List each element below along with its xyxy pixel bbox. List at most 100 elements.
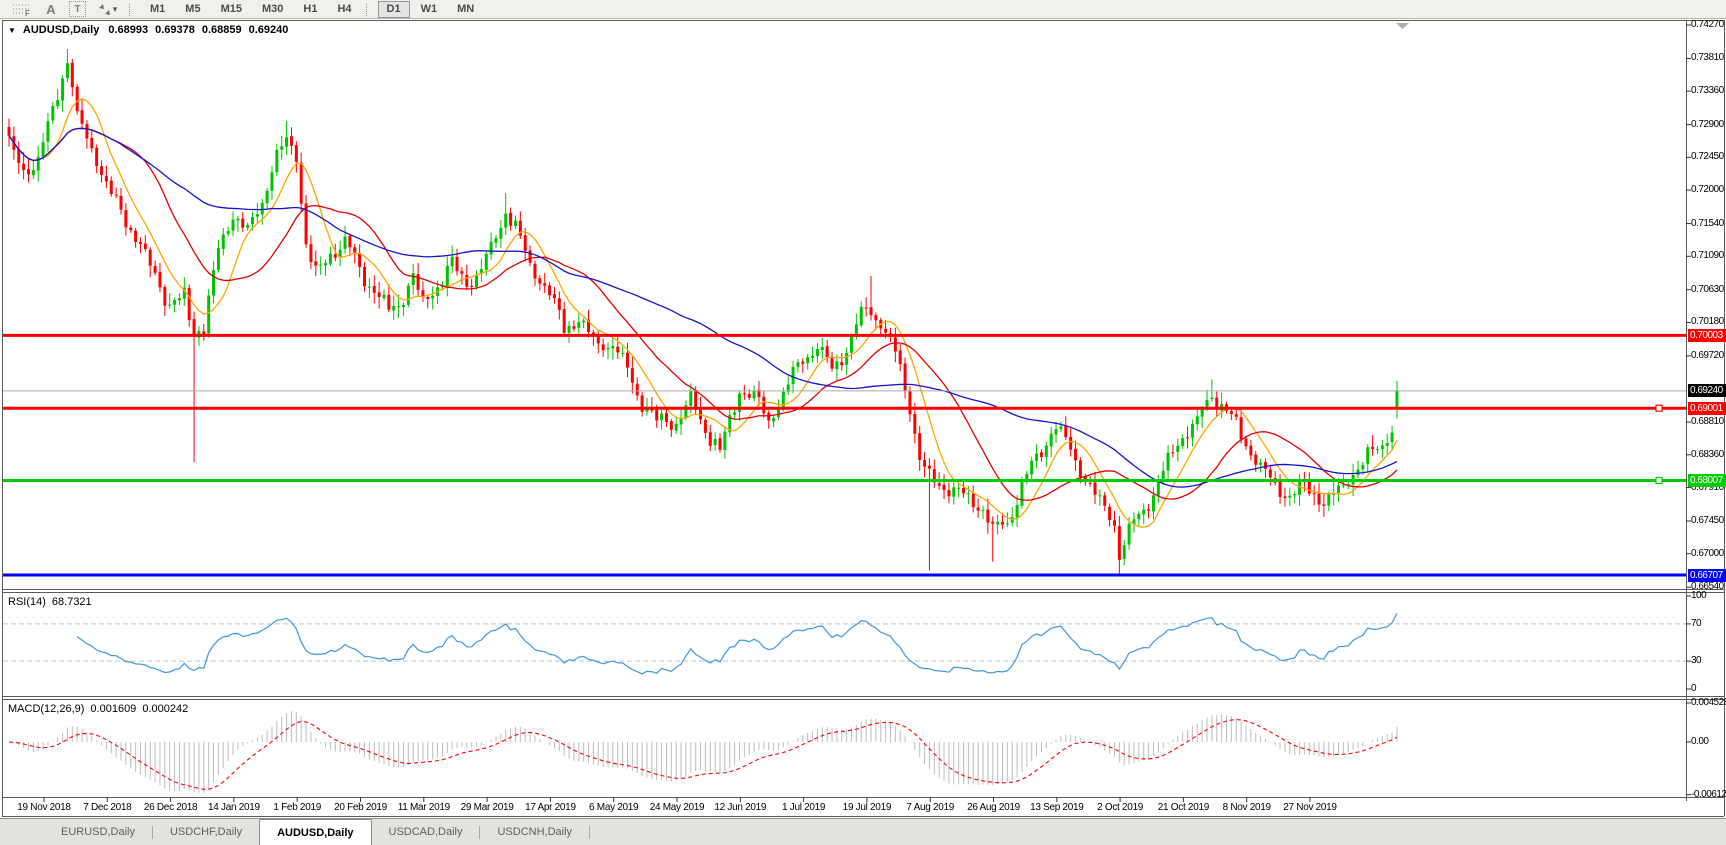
price-tick: 0.73360: [1691, 85, 1724, 97]
rsi-tick: 100: [1691, 590, 1707, 601]
price-badge-support-blue: 0.66707: [1688, 568, 1726, 582]
svg-text:F: F: [25, 9, 30, 16]
collapse-ohlc-icon[interactable]: ▼: [8, 25, 16, 35]
chart-tab-bar: EURUSD,Daily USDCHF,Daily AUDUSD,Daily USDC…: [0, 818, 1726, 845]
date-tick: 21 Oct 2019: [1157, 802, 1209, 813]
date-tick: 6 May 2019: [589, 802, 639, 813]
tab-usdcnh[interactable]: USDCNH,Daily: [497, 826, 573, 838]
arrows-icon[interactable]: ▾: [92, 1, 122, 17]
rsi-name: RSI(14): [8, 596, 46, 608]
date-tick: 11 Mar 2019: [397, 802, 450, 813]
macd-tick: 0.00: [1691, 736, 1709, 747]
date-tick: 27 Nov 2019: [1283, 802, 1337, 813]
tab-usdchf[interactable]: USDCHF,Daily: [169, 826, 243, 838]
macd-label: MACD(12,26,9) 0.001609 0.000242: [8, 703, 188, 715]
price-badge-support-green: 0.68007: [1688, 473, 1726, 487]
date-tick: 7 Dec 2018: [83, 802, 132, 813]
rsi-line: [76, 613, 1398, 675]
text-label-icon[interactable]: A: [46, 1, 56, 17]
price-tick: 0.72900: [1691, 118, 1724, 130]
macd-histogram: [8, 711, 1398, 793]
moving-averages: [8, 98, 1398, 528]
rsi-tick: 70: [1691, 617, 1702, 629]
date-tick: 19 Jul 2019: [842, 802, 892, 813]
price-tick: 0.67910: [1691, 481, 1724, 493]
timeframe-w1-button[interactable]: W1: [420, 2, 438, 15]
price-tick: 0.67000: [1691, 547, 1724, 559]
date-tick: 14 Jan 2019: [208, 802, 260, 813]
toolbar-grip: [129, 2, 134, 16]
tab-separator: [151, 825, 153, 839]
fibonacci-icon[interactable]: F: [9, 1, 33, 17]
date-tick: 26 Dec 2018: [143, 802, 198, 813]
macd-tick: -0.00612: [1691, 788, 1726, 800]
date-tick: 12 Jun 2019: [714, 802, 767, 813]
tab-audusd[interactable]: AUDUSD,Daily: [259, 819, 372, 845]
timeframe-d1-button[interactable]: D1: [377, 0, 410, 18]
rsi-tick: 0: [1691, 683, 1697, 694]
price-tick: 0.72450: [1691, 151, 1724, 163]
price-badge-resistance-upper: 0.70003: [1688, 328, 1726, 342]
date-tick: 7 Aug 2019: [906, 802, 954, 813]
ma-21: [8, 127, 1398, 501]
price-badge-current-price: 0.69240: [1688, 384, 1726, 398]
price-tick: 0.74270: [1691, 19, 1724, 30]
date-tick: 17 Apr 2019: [525, 802, 576, 813]
timeframe-m15-button[interactable]: M15: [220, 2, 242, 15]
date-tick: 1 Feb 2019: [273, 802, 321, 813]
rsi-label: RSI(14) 68.7321: [8, 596, 92, 608]
symbol-period-label: AUDUSD,Daily: [22, 24, 100, 36]
tab-separator: [589, 825, 591, 839]
candles: [7, 49, 1399, 575]
date-tick: 8 Nov 2019: [1222, 802, 1271, 813]
date-tick: 2 Oct 2019: [1097, 802, 1144, 813]
text-icon[interactable]: T: [69, 1, 86, 17]
date-tick: 19 Nov 2018: [17, 802, 71, 813]
timeframe-mn-button[interactable]: MN: [457, 2, 475, 15]
rsi-tick: 30: [1691, 655, 1702, 667]
date-tick: 13 Sep 2019: [1030, 802, 1084, 813]
price-tick: 0.69720: [1691, 349, 1724, 361]
price-tick: 0.66540: [1691, 581, 1724, 593]
ohlc-low: 0.68859: [201, 24, 242, 36]
price-tick: 0.67450: [1691, 515, 1724, 526]
timeframe-m5-button[interactable]: M5: [185, 2, 201, 15]
tab-usdcad[interactable]: USDCAD,Daily: [388, 826, 463, 838]
price-tick: 0.68360: [1691, 448, 1724, 460]
price-tick: 0.73810: [1691, 52, 1724, 64]
price-tick: 0.68810: [1691, 416, 1724, 428]
price-tick: 0.70180: [1691, 316, 1724, 328]
chart-header: ▼ AUDUSD,Daily 0.68993 0.69378 0.68859 0…: [8, 24, 288, 36]
tab-eurusd[interactable]: EURUSD,Daily: [61, 826, 135, 838]
timeframe-m30-button[interactable]: M30: [261, 2, 284, 15]
chevron-down-icon[interactable]: ▾: [112, 3, 118, 14]
ohlc-open: 0.68993: [108, 24, 149, 36]
ma-55: [8, 127, 1398, 488]
date-tick: 24 May 2019: [649, 802, 705, 813]
price-tick: 0.71090: [1691, 250, 1724, 262]
price-tick: 0.72000: [1691, 184, 1724, 196]
macd-main-value: 0.001609: [90, 703, 137, 715]
top-toolbar: F A T ▾ M1 M5 M15 M30 H1 H4 D1 W1 MN: [0, 0, 1726, 19]
macd-name: MACD(12,26,9): [8, 703, 85, 715]
timeframe-m1-button[interactable]: M1: [150, 2, 166, 15]
timeframe-h4-button[interactable]: H4: [337, 2, 352, 15]
ohlc-close: 0.69240: [248, 24, 289, 36]
macd-signal-value: 0.000242: [142, 703, 189, 715]
date-tick: 20 Feb 2019: [334, 802, 387, 813]
ohlc-high: 0.69378: [155, 24, 195, 36]
price-badge-resistance-lower: 0.69001: [1688, 401, 1726, 415]
ma-8: [8, 98, 1398, 528]
date-tick: 26 Aug 2019: [967, 802, 1020, 813]
timeframe-h1-button[interactable]: H1: [303, 2, 318, 15]
macd-tick: 0.004528: [1691, 697, 1726, 708]
chart-shift-icon[interactable]: [1396, 23, 1409, 29]
hline-handle[interactable]: [1655, 404, 1663, 412]
date-tick: 1 Jul 2019: [782, 802, 826, 813]
price-tick: 0.70630: [1691, 283, 1724, 295]
hline-handle[interactable]: [1655, 476, 1663, 485]
timeframe-toolbar: M1 M5 M15 M30 H1 H4 D1 W1 MN: [140, 0, 484, 18]
rsi-value: 68.7321: [51, 596, 92, 608]
date-tick: 29 Mar 2019: [460, 802, 514, 813]
